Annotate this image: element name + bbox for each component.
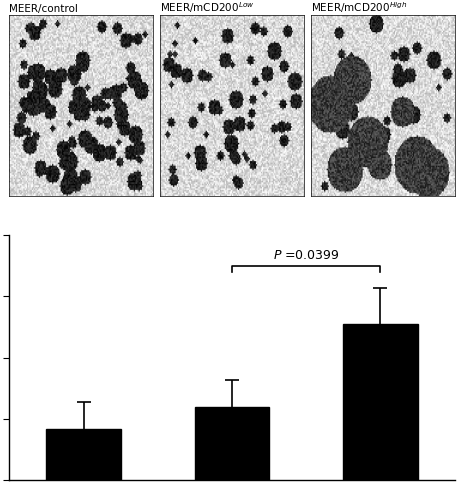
Text: MEER/mCD200$^{Low}$: MEER/mCD200$^{Low}$ (160, 0, 254, 15)
Text: $P$ =0.0399: $P$ =0.0399 (272, 249, 339, 262)
Bar (343, 324, 417, 480)
Bar (46, 429, 120, 480)
Bar (194, 407, 269, 480)
Text: MEER/control: MEER/control (9, 4, 78, 14)
Text: MEER/mCD200$^{High}$: MEER/mCD200$^{High}$ (310, 0, 407, 15)
